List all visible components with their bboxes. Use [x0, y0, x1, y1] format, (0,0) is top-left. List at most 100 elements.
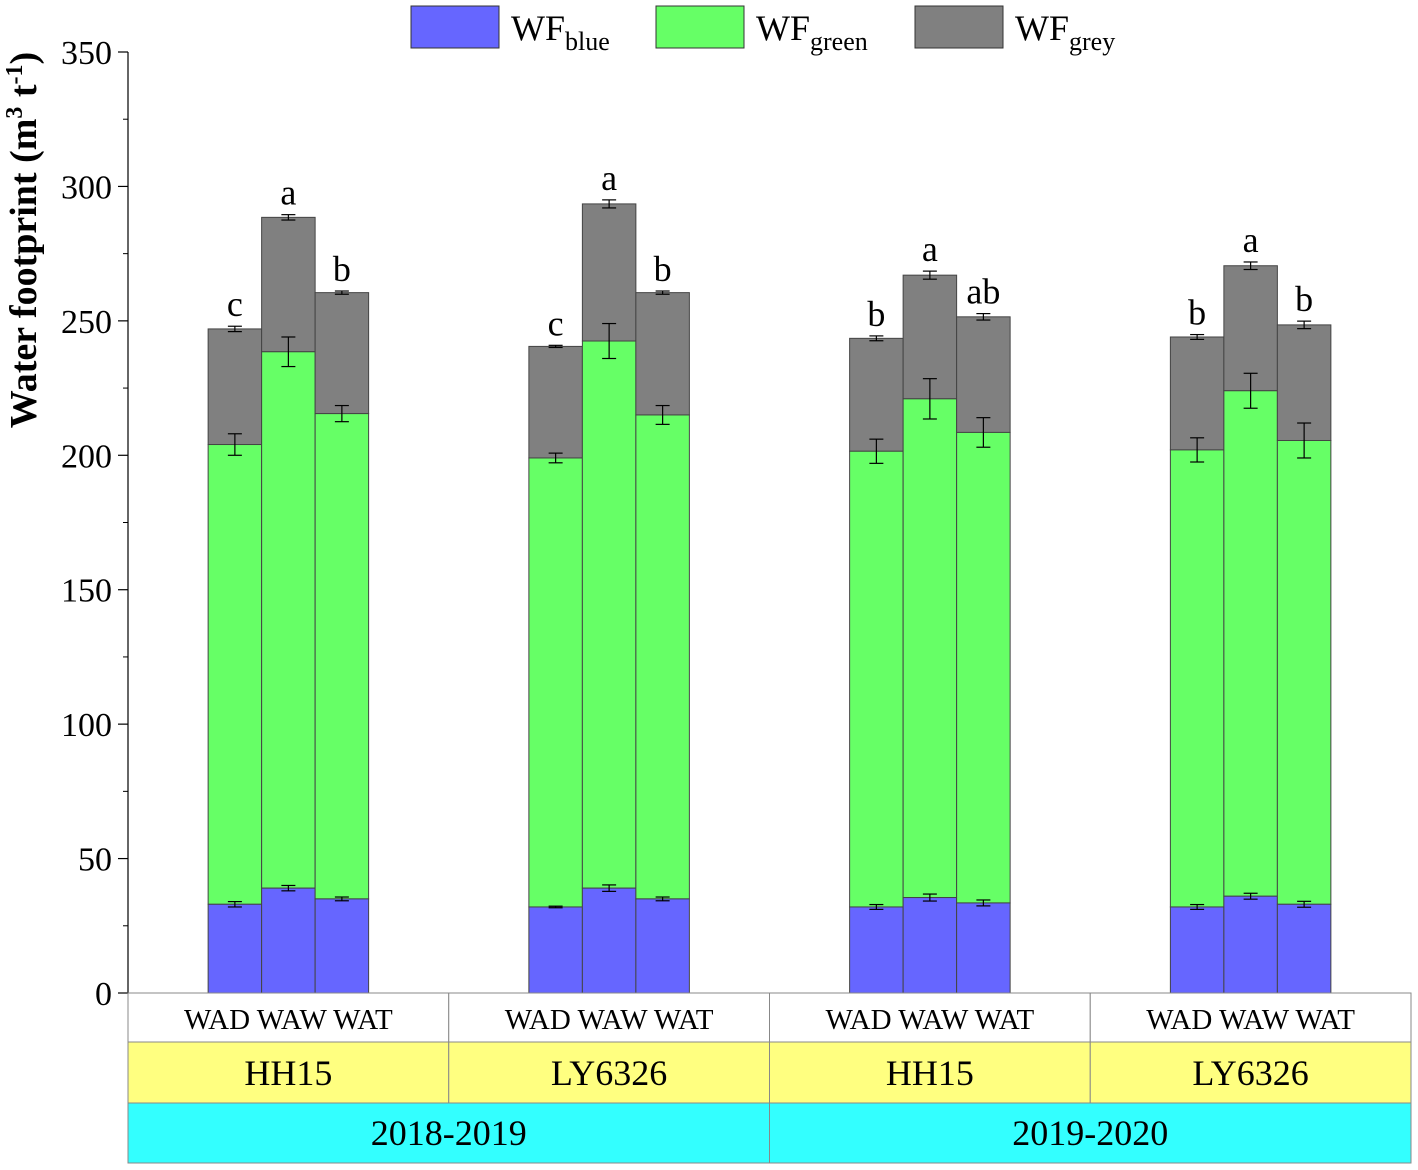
variety-cell — [448, 1041, 770, 1104]
bar-LY6326-2019-2020-WAW: a — [1223, 220, 1278, 994]
bar-LY6326-2018-2019-WAD: c — [528, 303, 583, 994]
bar-HH15-2018-2019-WAT: b — [314, 249, 370, 994]
y-tick-label: 100 — [61, 707, 112, 744]
bar-HH15-2018-2019-WAW: a — [261, 173, 316, 994]
error-bar — [922, 893, 937, 902]
error-bar — [1297, 900, 1312, 908]
error-bar — [281, 336, 296, 368]
significance-letter: b — [654, 249, 672, 289]
error-bar — [655, 896, 670, 902]
year-label: 2019-2020 — [1012, 1113, 1168, 1153]
segment-grey — [956, 316, 1011, 433]
error-bar — [655, 290, 670, 295]
segment-blue — [956, 902, 1011, 994]
significance-letter: a — [280, 173, 296, 213]
error-bar — [548, 344, 563, 349]
segment-green — [849, 450, 904, 908]
legend-item-green: WFgreen — [655, 5, 868, 56]
segment-green — [581, 340, 637, 889]
bar-HH15-2019-2020-WAW: a — [902, 229, 958, 994]
segment-grey — [635, 292, 690, 416]
error-bar — [602, 199, 617, 209]
segment-blue — [314, 898, 370, 994]
error-bar — [976, 417, 991, 448]
treatment-labels: WAD WAW WAT — [1146, 1004, 1355, 1036]
y-tick-label: 250 — [61, 304, 112, 341]
error-bar — [1190, 333, 1205, 341]
segment-blue — [1276, 903, 1332, 994]
y-tick-label: 350 — [61, 35, 112, 72]
error-bar — [548, 452, 563, 464]
error-bar — [1243, 372, 1258, 409]
error-bar — [1190, 437, 1205, 463]
segment-grey — [1169, 336, 1225, 451]
legend-swatch-green — [655, 5, 745, 49]
treatment-labels: WAD WAW WAT — [826, 1004, 1035, 1036]
y-tick-label: 150 — [61, 573, 112, 610]
segment-green — [528, 457, 583, 908]
y-tick-label: 50 — [78, 842, 112, 879]
segment-green — [1276, 439, 1332, 905]
legend: WFblue WFgreen WFgrey — [410, 5, 1115, 56]
y-axis-label: Water footprint (m3 t-1) — [2, 52, 45, 428]
segment-blue — [902, 897, 958, 994]
treatment-cell — [127, 992, 450, 1043]
bar-LY6326-2018-2019-WAT: b — [635, 249, 690, 994]
error-bar — [869, 335, 884, 342]
bar-LY6326-2018-2019-WAW: a — [581, 158, 637, 994]
significance-letter: a — [922, 229, 938, 269]
error-bar — [922, 378, 937, 420]
error-bar — [281, 214, 296, 221]
error-bar — [334, 290, 349, 295]
error-bar — [976, 899, 991, 907]
y-tick-label: 0 — [95, 976, 112, 1013]
error-bar — [227, 325, 242, 333]
category-table: WAD WAW WAT HH15 WAD WAW WAT LY6326 WAD WAW … — [127, 992, 1412, 1164]
error-bar — [869, 903, 884, 910]
segment-grey — [528, 345, 583, 459]
segment-grey — [849, 337, 904, 452]
segment-blue — [581, 887, 637, 994]
segment-green — [207, 444, 263, 905]
significance-letter: ab — [966, 272, 1000, 312]
error-bar — [1243, 261, 1258, 271]
bar-LY6326-2019-2020-WAT: b — [1276, 279, 1332, 994]
segment-green — [314, 413, 370, 900]
variety-cell — [127, 1041, 450, 1104]
segment-grey — [314, 292, 370, 415]
segment-green — [1223, 390, 1278, 897]
significance-letter: b — [333, 249, 351, 289]
segment-grey — [261, 216, 316, 353]
segment-grey — [581, 203, 637, 342]
segment-blue — [635, 898, 690, 994]
year-label: 2018-2019 — [371, 1113, 527, 1153]
variety-label: LY6326 — [551, 1053, 667, 1093]
legend-item-blue: WFblue — [410, 5, 610, 56]
variety-label: HH15 — [886, 1053, 974, 1093]
treatment-cell — [1089, 992, 1412, 1043]
legend-label-blue: WFblue — [511, 8, 610, 56]
error-bar — [281, 884, 296, 892]
bar-HH15-2019-2020-WAD: b — [849, 294, 904, 994]
error-bar — [1243, 892, 1258, 900]
error-bar — [1297, 422, 1312, 459]
treatment-cell — [448, 992, 770, 1043]
segment-green — [1169, 449, 1225, 908]
variety-label: LY6326 — [1192, 1053, 1308, 1093]
bar-LY6326-2019-2020-WAD: b — [1169, 293, 1225, 994]
y-tick-label: 200 — [61, 438, 112, 475]
significance-letter: b — [1188, 293, 1206, 333]
bar-HH15-2019-2020-WAT: ab — [956, 272, 1011, 994]
legend-label-grey: WFgrey — [1015, 8, 1115, 56]
segment-blue — [1223, 895, 1278, 994]
segment-blue — [1169, 906, 1225, 994]
error-bar — [602, 884, 617, 892]
segment-blue — [261, 887, 316, 994]
bar-HH15-2018-2019-WAD: c — [207, 284, 263, 994]
segment-green — [261, 351, 316, 889]
treatment-labels: WAD WAW WAT — [505, 1004, 714, 1036]
significance-letter: b — [1295, 279, 1313, 319]
segment-blue — [849, 906, 904, 994]
significance-letter: b — [867, 294, 885, 334]
error-bar — [602, 322, 617, 360]
